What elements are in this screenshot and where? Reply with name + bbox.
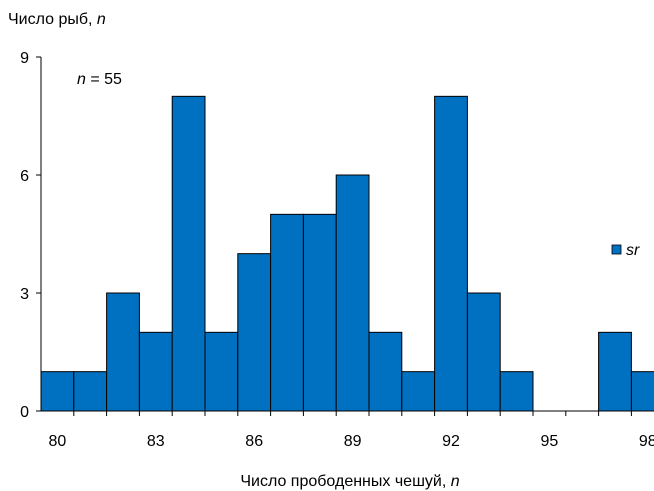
y-ticks-group: 0 3 6 9 [20,50,41,421]
bar-93 [466,292,501,412]
y-axis-title-text: Число рыб, [8,11,97,28]
sample-size-variable: n [77,71,86,88]
legend-label: sr [626,242,640,259]
bar-87 [270,213,304,412]
bar-97 [598,331,632,412]
bar-92 [434,95,468,412]
y-axis-title-variable: n [97,11,106,28]
y-tick-label: 9 [20,50,29,67]
x-axis-title-text: Число прободенных чешуй, [240,473,450,490]
x-tick-label: 92 [442,433,460,450]
bars-group [40,95,654,412]
y-tick-label: 6 [20,168,29,185]
bar-98 [630,371,654,412]
sample-size-annotation: n = 55 [77,71,122,88]
sample-size-value: = 55 [86,71,122,88]
bar-90 [368,331,403,412]
x-tick-label: 89 [344,433,362,450]
y-tick-label: 0 [20,404,29,421]
bar-91 [401,371,436,412]
x-axis-title-variable: n [451,473,460,490]
bar-83 [138,331,173,412]
legend: sr [611,242,640,259]
y-axis-title: Число рыб, n [8,11,106,28]
y-tick-label: 3 [20,286,29,303]
bar-89 [335,174,370,412]
x-tick-label: 80 [49,433,67,450]
x-ticks-group: 80 83 86 89 92 95 98 [49,411,654,450]
bar-86 [237,253,272,412]
legend-swatch [611,244,622,255]
bar-84 [171,95,206,412]
bar-88 [302,213,337,412]
bar-85 [204,331,239,412]
bar-94 [499,371,534,412]
x-tick-label: 98 [639,433,654,450]
x-tick-label: 95 [541,433,559,450]
bar-82 [106,292,140,412]
x-tick-label: 86 [245,433,263,450]
bar-80 [40,371,75,412]
bar-81 [73,371,108,412]
x-tick-label: 83 [147,433,165,450]
x-axis-title: Число прободенных чешуй, n [240,473,459,490]
